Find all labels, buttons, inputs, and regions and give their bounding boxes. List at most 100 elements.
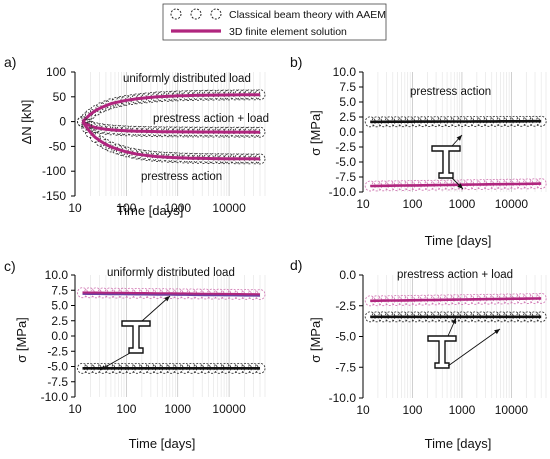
y-tick-label: 100 [46,65,66,79]
ibeam-icon-c [121,320,151,354]
panel-b-ylabel: σ [MPa] [308,110,323,156]
arrow-c-bottom-head [100,365,106,370]
y-tick-label: 5.0 [339,95,356,109]
y-tick-label: 2.5 [51,314,68,328]
aaem-marker [89,132,101,143]
panel-a-label: a) [4,54,16,70]
panel-b-annotation: prestress action [410,86,491,98]
x-tick-label: 10000 [495,403,529,417]
arrow-d-top-head [451,318,456,324]
y-tick-label: -7.5 [47,375,68,389]
panel-a-annotation-udl: uniformly distributed load [123,73,251,85]
panel-c-annotation: uniformly distributed load [107,267,235,279]
y-tick-label: 7.5 [51,283,68,297]
y-tick-label: -150 [42,189,66,203]
x-tick-label: 1000 [449,403,476,417]
panel-a-annotation-prestress-load: prestress action + load [153,113,269,125]
panel-b-xlabel: Time [days] [425,233,492,248]
fem-series-line-overlay [82,293,261,297]
y-tick-label: 0 [59,115,66,129]
y-tick-label: -7.5 [335,170,356,184]
arrow-d-bottom [447,328,501,367]
aaem-marker [81,122,93,134]
x-tick-label: 10 [68,402,82,416]
y-tick-label: -2.5 [47,344,68,358]
y-tick-label: 0.0 [339,268,356,282]
x-tick-label: 100 [402,403,422,417]
panel-d-annotation: prestress action + load [397,269,513,281]
y-tick-label: -5.0 [335,155,356,169]
fem-series-line [82,291,261,296]
y-tick-label: 0.0 [51,329,68,343]
panel-d: d) 0.0 -2.5 -5.0 -7.5 -10.010 100 1000 10000 Ti… [290,257,547,451]
y-tick-label: 0.0 [339,125,356,139]
cross-section-icons [99,134,501,371]
fem-series-line [81,120,261,161]
y-tick-label: -5.0 [47,360,68,374]
aaem-marker [100,100,112,112]
arrow-c-top-head [164,296,170,302]
x-tick-label: 100 [402,197,422,211]
legend-aaem-label: Classical beam theory with AAEM [229,9,386,21]
panel-d-plot: 0.0 -2.5 -5.0 -7.5 -10.010 100 1000 10000 [329,268,547,417]
aaem-marker [95,135,107,147]
x-tick-label: 10 [68,201,82,215]
aaem-marker [111,143,123,155]
panel-d-label: d) [290,257,302,273]
panel-c-xlabel: Time [days] [129,436,196,451]
fem-series-line [370,297,542,303]
y-tick-label: 10.0 [333,65,357,79]
fem-series-line [370,119,542,124]
y-tick-label: 50 [53,90,67,104]
y-tick-label: -5.0 [335,330,356,344]
panel-a-xlabel: Time [days] [117,203,184,218]
y-tick-label: -10.0 [329,185,357,199]
aaem-marker [77,116,88,128]
panel-b: b) 10.07.55.02.50.0-2.5-5.0-7.5-10.010 10… [290,54,547,248]
y-tick-label: -7.5 [335,360,356,374]
x-tick-label: 1000 [164,201,191,215]
y-tick-label: 2.5 [339,110,356,124]
panel-a-ylabel: ΔN [kN] [19,100,34,145]
y-tick-label: 5.0 [51,299,68,313]
x-tick-label: 10 [356,197,370,211]
arrow-b-top-head [456,135,462,141]
panel-a-annotation-prestress: prestress action [141,171,222,183]
y-tick-label: 7.5 [339,80,356,94]
aaem-marker [89,105,101,117]
panel-d-ylabel: σ [MPa] [308,317,323,363]
x-tick-label: 10000 [212,402,246,416]
arrow-d-bottom-head [494,329,500,335]
fem-series-line [81,120,261,134]
ibeam-icon-d [427,335,457,369]
x-tick-label: 100 [116,201,136,215]
arrow-b-bottom-head [457,183,463,189]
x-tick-label: 10000 [495,197,529,211]
ibeam-icon-b [431,145,461,179]
x-tick-label: 10000 [212,201,246,215]
aaem-marker [85,108,96,120]
panel-d-xlabel: Time [days] [425,436,492,451]
legend: Classical beam theory with AAEM 3D finit… [162,3,387,41]
x-tick-label: 100 [116,402,136,416]
panel-b-label: b) [290,54,302,70]
fem-series-line [370,182,542,188]
x-tick-label: 1000 [449,197,476,211]
x-tick-label: 10 [356,403,370,417]
panel-c: c) 10.07.5 5.02.50.0-2.5 -5.0-7.5-10.010 10… [4,258,266,451]
panel-b-plot: 10.07.55.02.50.0-2.5-5.0-7.5-10.010 100 10… [329,65,547,211]
panel-c-label: c) [4,258,16,274]
x-tick-label: 1000 [164,402,191,416]
y-tick-label: -10.0 [41,390,69,404]
y-tick-label: -2.5 [335,299,356,313]
y-tick-label: -100 [42,164,66,178]
arrow-c-top [141,295,171,322]
y-tick-label: 10.0 [45,268,69,282]
arrow-c-bottom [99,352,131,371]
legend-fem-label: 3D finite element solution [229,26,347,38]
y-tick-label: -10.0 [329,391,357,405]
y-tick-label: -2.5 [335,140,356,154]
